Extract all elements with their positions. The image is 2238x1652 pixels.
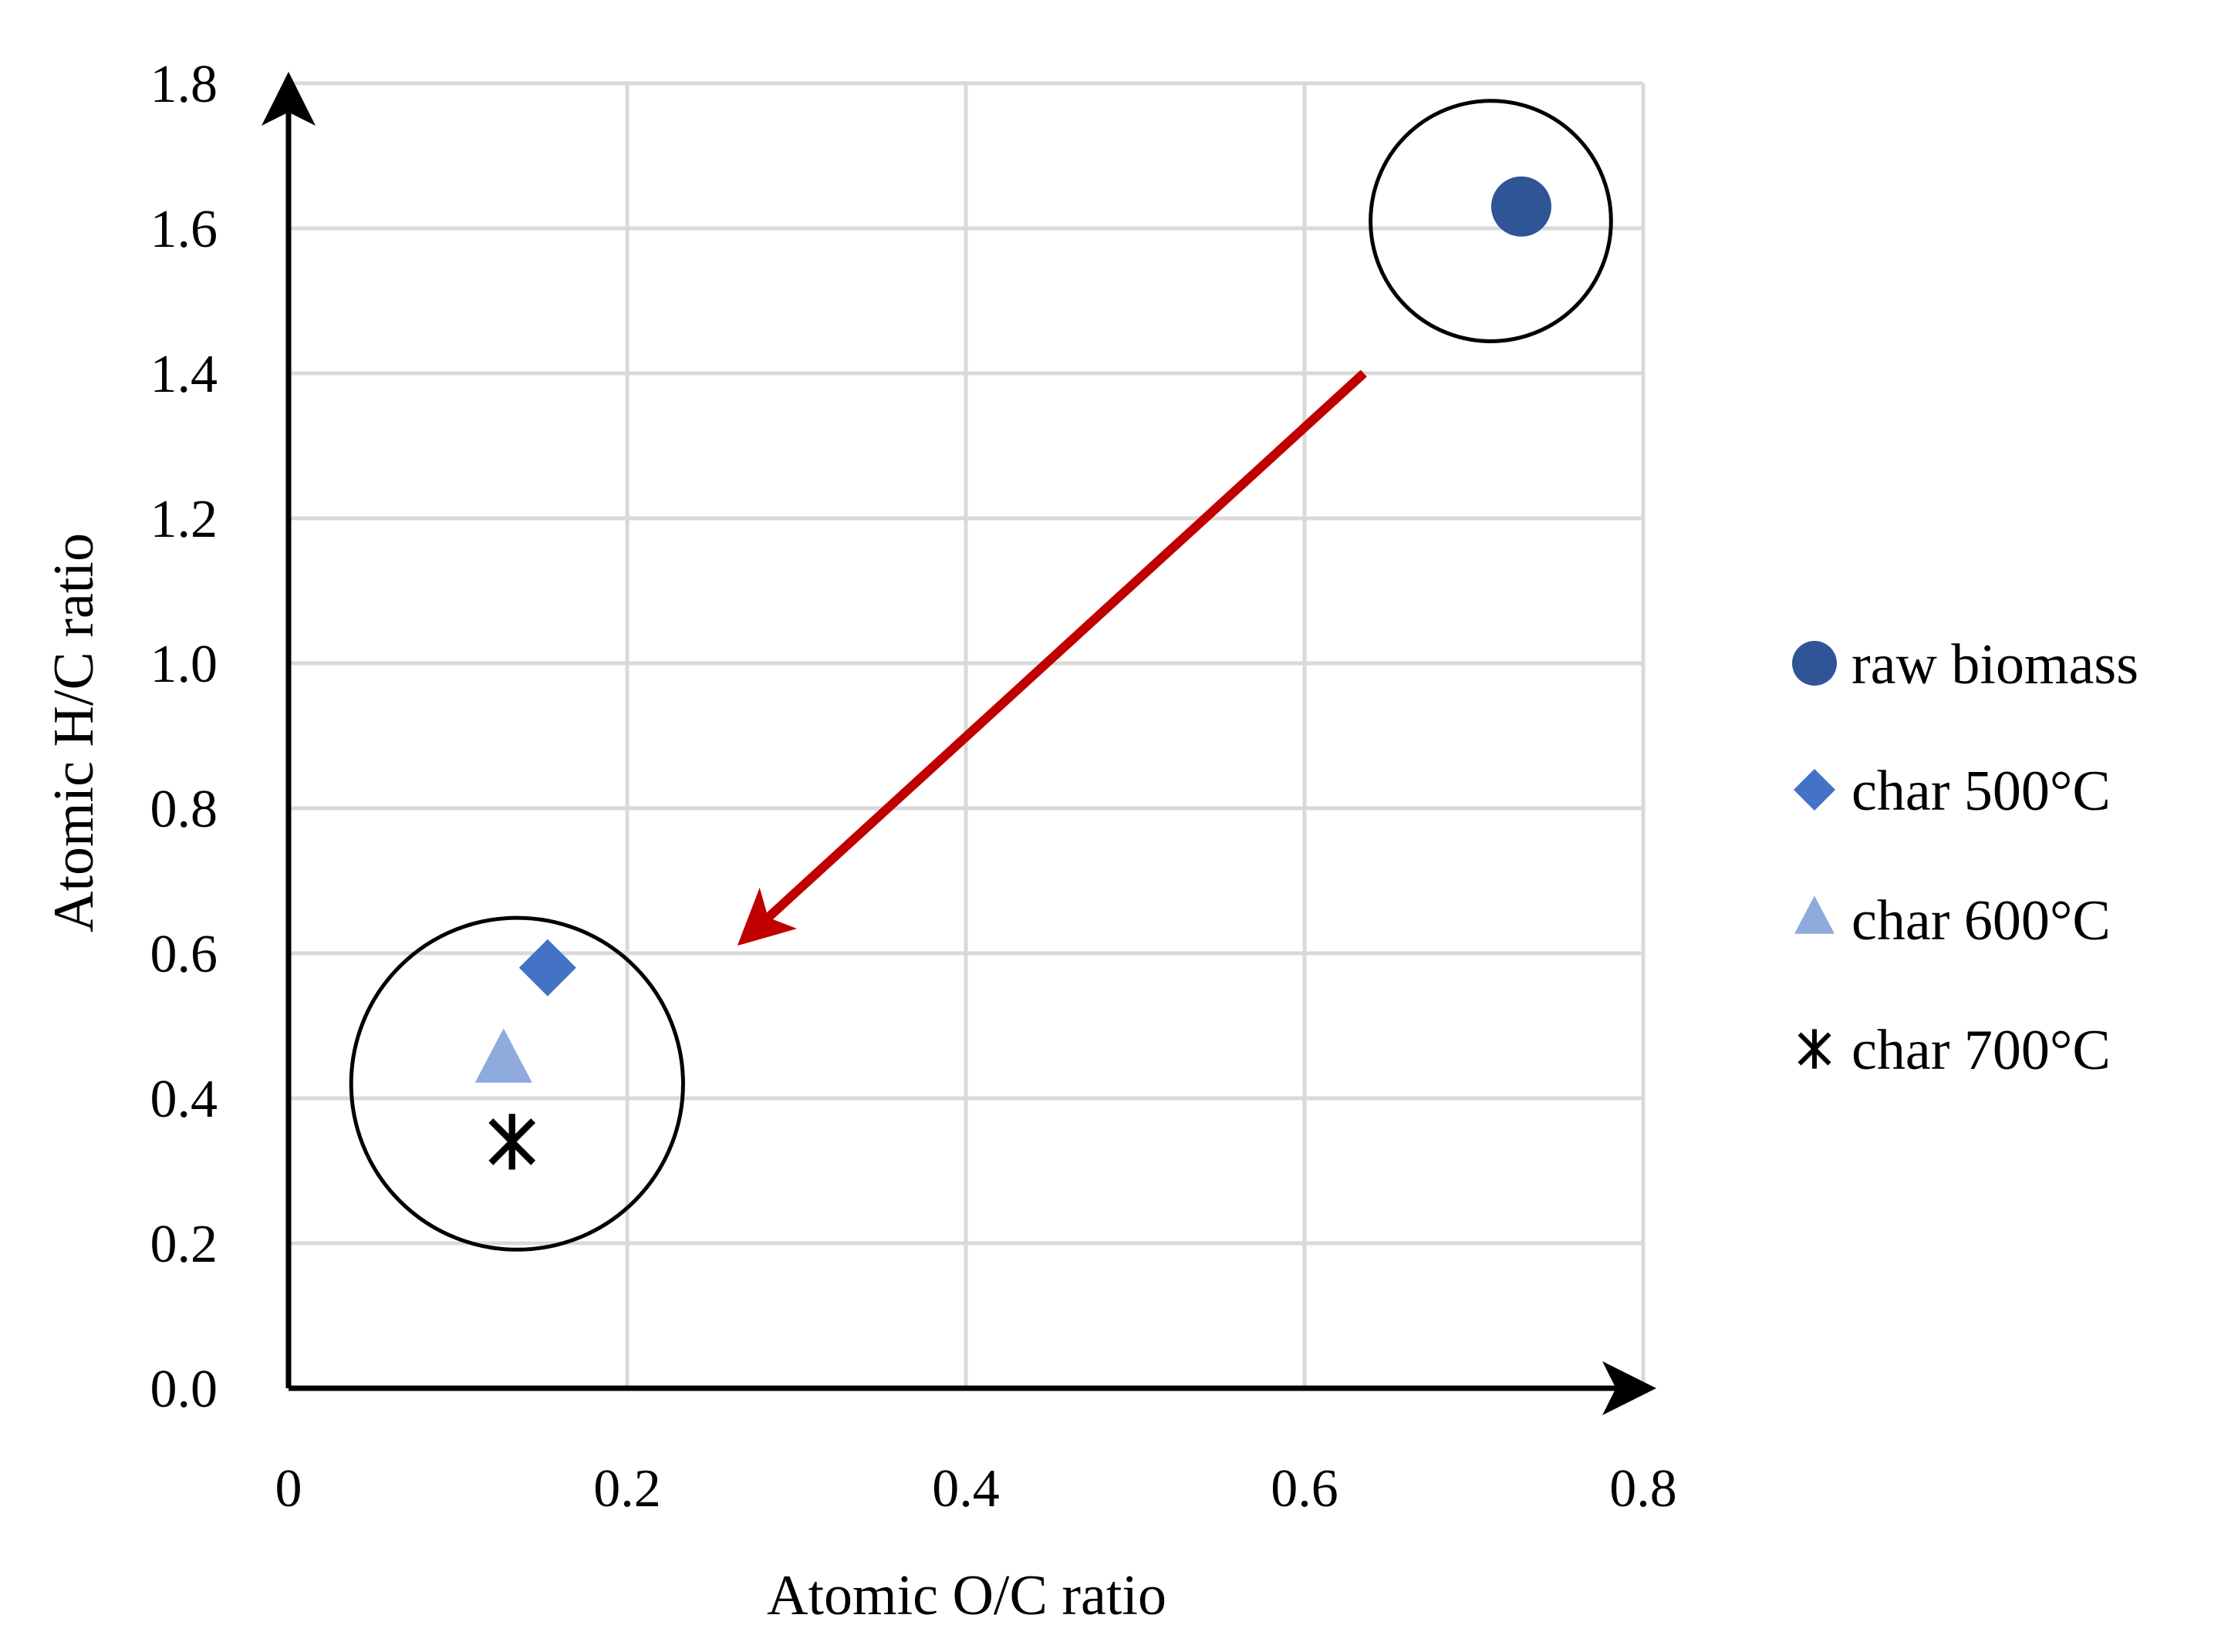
- y-tick-label: 0.2: [150, 1215, 218, 1274]
- legend-entry: raw biomass: [1792, 633, 2138, 696]
- legend-label: raw biomass: [1851, 633, 2138, 696]
- legend-marker: [1794, 769, 1835, 811]
- x-axis-title: Atomic O/C ratio: [767, 1564, 1166, 1627]
- x-tick-label: 0.6: [1271, 1459, 1338, 1519]
- legend-marker: [1797, 1029, 1831, 1069]
- tick-labels: 0.0 0.2 0.4 0.6 0.8 1.0 1.2 1.4 1.6 1.8 0 0.2 0.4 0.6…: [150, 55, 1677, 1519]
- y-tick-label: 1.0: [150, 635, 218, 694]
- data-point-char-600-c: [474, 1028, 532, 1083]
- x-tick-label: 0.2: [593, 1459, 661, 1519]
- y-tick-label: 0.4: [150, 1070, 218, 1129]
- group-circle-chars: [349, 915, 685, 1252]
- y-axis-title: Atomic H/C ratio: [42, 533, 106, 932]
- legend: raw biomass char 500°C char 600°C char 700°…: [1792, 633, 2138, 1082]
- legend-entry: char 600°C: [1794, 889, 2111, 952]
- y-tick-label: 1.8: [150, 55, 218, 114]
- y-tick-label: 0.0: [150, 1360, 218, 1419]
- axes: [262, 72, 1656, 1415]
- y-tick-label: 1.6: [150, 200, 218, 259]
- gridlines: [289, 81, 1646, 1388]
- data-points: [474, 176, 1551, 1170]
- legend-entry: char 700°C: [1797, 1019, 2111, 1082]
- legend-entry: char 500°C: [1794, 760, 2111, 823]
- y-tick-label: 1.4: [150, 345, 218, 404]
- y-tick-label: 0.8: [150, 780, 218, 839]
- data-point-char-500-c: [518, 939, 576, 996]
- legend-label: char 600°C: [1851, 889, 2111, 952]
- x-tick-label: 0.4: [932, 1459, 1000, 1519]
- y-tick-label: 0.6: [150, 925, 218, 984]
- annotations: [349, 99, 1613, 1252]
- legend-marker: [1792, 641, 1837, 686]
- x-tick-label: 0: [275, 1459, 302, 1519]
- data-point-char-700-c: [488, 1114, 536, 1170]
- legend-label: char 500°C: [1851, 760, 2111, 823]
- legend-marker: [1794, 895, 1835, 934]
- group-circle-raw-biomass: [1369, 99, 1613, 343]
- trend-arrow: [737, 369, 1367, 946]
- legend-label: char 700°C: [1851, 1019, 2111, 1082]
- data-point-raw-biomass: [1490, 176, 1551, 237]
- y-tick-label: 1.2: [150, 490, 218, 549]
- x-tick-label: 0.8: [1609, 1459, 1677, 1519]
